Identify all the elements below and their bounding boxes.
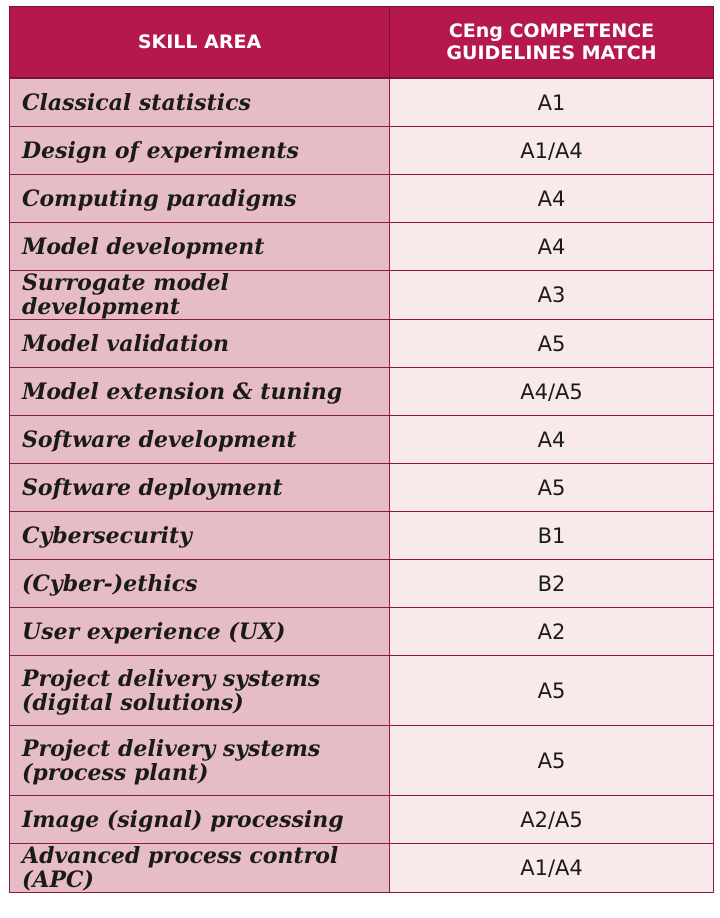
skill-cell: User experience (UX) — [9, 607, 390, 656]
match-cell: A4 — [389, 174, 714, 223]
match-cell: A4 — [389, 415, 714, 464]
skill-cell: Cybersecurity — [9, 511, 390, 560]
skill-cell: Software deployment — [9, 463, 390, 512]
skill-cell: Image (signal) processing — [9, 795, 390, 844]
skill-cell: Software development — [9, 415, 390, 464]
skill-line-2: (digital solutions) — [22, 689, 244, 716]
table-body: Classical statistics A1 Design of experi… — [9, 77, 714, 893]
header-guidelines-match: CEng COMPETENCE GUIDELINES MATCH — [389, 6, 714, 79]
skill-cell: Model validation — [9, 319, 390, 368]
skill-cell: Advanced process control (APC) — [9, 843, 390, 893]
table-row: Computing paradigms A4 — [9, 174, 714, 223]
match-cell: A1 — [389, 77, 714, 127]
table-row: Model development A4 — [9, 222, 714, 271]
match-cell: A4 — [389, 222, 714, 271]
competence-table: SKILL AREA CEng COMPETENCE GUIDELINES MA… — [9, 6, 714, 893]
table-row: Image (signal) processing A2/A5 — [9, 795, 714, 844]
skill-line-1: Project delivery systems — [22, 665, 321, 692]
skill-cell: Design of experiments — [9, 126, 390, 175]
table-row: Design of experiments A1/A4 — [9, 126, 714, 175]
skill-cell: (Cyber-)ethics — [9, 559, 390, 608]
table-header: SKILL AREA CEng COMPETENCE GUIDELINES MA… — [9, 6, 714, 79]
match-cell: A1/A4 — [389, 843, 714, 893]
table-row: (Cyber-)ethics B2 — [9, 559, 714, 608]
skill-cell: Computing paradigms — [9, 174, 390, 223]
skill-cell: Model development — [9, 222, 390, 271]
table-row: Surrogate model development A3 — [9, 270, 714, 320]
table-row: Model extension & tuning A4/A5 — [9, 367, 714, 416]
header-skill-area: SKILL AREA — [9, 6, 390, 79]
match-cell: A1/A4 — [389, 126, 714, 175]
header-row: SKILL AREA CEng COMPETENCE GUIDELINES MA… — [9, 6, 714, 79]
match-cell: A4/A5 — [389, 367, 714, 416]
match-cell: B2 — [389, 559, 714, 608]
skill-cell: Model extension & tuning — [9, 367, 390, 416]
skill-cell: Project delivery systems (digital solutio… — [9, 655, 390, 726]
table-row: Project delivery systems (digital solutio… — [9, 655, 714, 726]
match-cell: A2/A5 — [389, 795, 714, 844]
table-row: Model validation A5 — [9, 319, 714, 368]
skill-line-2: (process plant) — [22, 759, 209, 786]
table-row: Software deployment A5 — [9, 463, 714, 512]
table-row: Project delivery systems (process plant) … — [9, 725, 714, 796]
table-row: User experience (UX) A2 — [9, 607, 714, 656]
skill-cell: Project delivery systems (process plant) — [9, 725, 390, 796]
match-cell: A2 — [389, 607, 714, 656]
table-row: Cybersecurity B1 — [9, 511, 714, 560]
match-cell: A5 — [389, 463, 714, 512]
competence-table-container: SKILL AREA CEng COMPETENCE GUIDELINES MA… — [9, 6, 714, 912]
skill-cell: Classical statistics — [9, 77, 390, 127]
match-cell: A3 — [389, 270, 714, 320]
match-cell: B1 — [389, 511, 714, 560]
skill-line-1: Project delivery systems — [22, 735, 321, 762]
skill-cell: Surrogate model development — [9, 270, 390, 320]
table-row: Classical statistics A1 — [9, 77, 714, 127]
table-row: Software development A4 — [9, 415, 714, 464]
table-row: Advanced process control (APC) A1/A4 — [9, 843, 714, 893]
match-cell: A5 — [389, 725, 714, 796]
match-cell: A5 — [389, 319, 714, 368]
match-cell: A5 — [389, 655, 714, 726]
